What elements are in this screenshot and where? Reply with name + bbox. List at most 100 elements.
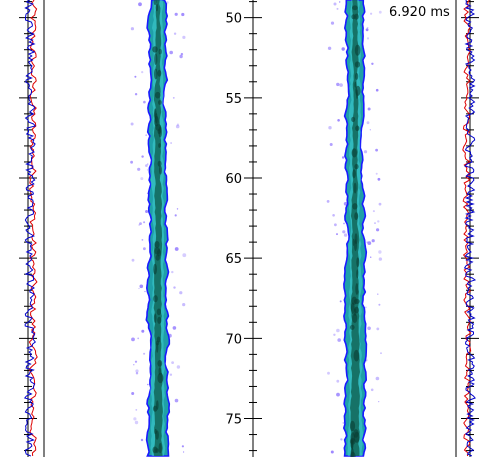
droplet-speckle (367, 326, 371, 331)
jet-core-blotch (355, 283, 359, 295)
droplet-speckle (173, 286, 176, 289)
droplet-speckle (336, 328, 340, 333)
droplet-speckle (327, 46, 332, 50)
droplet-speckle (169, 50, 173, 55)
jet-core-blotch (352, 203, 358, 210)
droplet-speckle (179, 54, 183, 59)
droplet-speckle (378, 10, 382, 14)
jet-core-blotch (158, 442, 162, 454)
center-y-axis: 50 55 60 65 70 75 (225, 0, 262, 457)
left-jet-image (130, 0, 187, 457)
jet-core-blotch (354, 212, 359, 221)
droplet-speckle (378, 202, 382, 206)
droplet-speckle (334, 223, 337, 227)
droplet-speckle (371, 239, 375, 243)
droplet-speckle (174, 12, 178, 16)
jet-core-blotch (354, 61, 361, 68)
jet-core-blotch (354, 233, 358, 245)
jet-core-blotch (354, 44, 361, 56)
jet-core-blotch (154, 108, 157, 120)
blue-trace-line (463, 0, 477, 457)
time-label: 6.920 ms (389, 5, 450, 20)
droplet-speckle (375, 172, 378, 175)
droplet-speckle (376, 327, 380, 331)
droplet-speckle (375, 148, 378, 152)
jet-core-blotch (157, 372, 164, 384)
jet-core-blotch (154, 241, 160, 248)
droplet-speckle (343, 222, 345, 225)
droplet-speckle (137, 167, 141, 171)
droplet-speckle (337, 119, 340, 122)
droplet-speckle (367, 107, 371, 111)
jet-core-blotch (154, 53, 158, 66)
droplet-speckle (138, 287, 140, 290)
droplet-speckle (141, 71, 144, 74)
droplet-speckle (144, 290, 146, 293)
droplet-speckle (131, 258, 135, 262)
jet-core-blotch (353, 349, 360, 362)
droplet-speckle (131, 392, 135, 395)
y-tick-label: 50 (225, 12, 242, 27)
droplet-speckle (339, 83, 343, 87)
y-tick-label: 60 (225, 172, 242, 187)
droplet-speckle (336, 82, 340, 87)
droplet-speckle (133, 364, 135, 366)
droplet-speckle (143, 100, 146, 104)
droplet-speckle (138, 2, 142, 7)
droplet-speckle (343, 202, 348, 206)
jet-core-blotch (354, 13, 359, 20)
droplet-speckle (134, 93, 138, 96)
jet-core-blotch (154, 247, 161, 255)
droplet-speckle (130, 160, 134, 164)
jet-core (350, 0, 360, 456)
droplet-speckle (369, 129, 371, 131)
droplet-speckle (380, 352, 382, 355)
droplet-speckle (370, 256, 372, 258)
droplet-speckle (141, 239, 144, 241)
droplet-speckle (182, 303, 186, 307)
jet-core-blotch (153, 405, 158, 412)
droplet-speckle (377, 293, 379, 295)
droplet-speckle (171, 270, 174, 274)
jet-core-blotch (354, 81, 357, 88)
jet-core-blotch (355, 125, 360, 132)
droplet-speckle (175, 124, 180, 129)
droplet-speckle (143, 352, 146, 355)
droplet-speckle (378, 303, 381, 306)
jet-core-blotch (152, 46, 158, 53)
droplet-speckle (332, 214, 335, 217)
jet-core-blotch (153, 0, 157, 6)
jet-core-blotch (158, 100, 162, 105)
droplet-speckle (339, 300, 342, 303)
jet-core-blotch (157, 360, 163, 367)
droplet-speckle (337, 338, 342, 342)
droplet-speckle (145, 210, 149, 213)
droplet-speckle (141, 155, 144, 158)
droplet-speckle (176, 208, 179, 210)
droplet-speckle (366, 121, 370, 125)
droplet-speckle (174, 247, 179, 251)
jet-core-blotch (350, 432, 355, 444)
right-profile-panel (455, 0, 479, 457)
droplet-speckle (134, 420, 139, 425)
droplet-speckle (135, 372, 139, 375)
droplet-speckle (169, 373, 173, 376)
jet-core-blotch (159, 165, 162, 175)
left-profile-panel (19, 0, 45, 457)
droplet-speckle (145, 134, 148, 137)
jet-core-blotch (154, 91, 161, 99)
droplet-speckle (363, 150, 368, 154)
jet-core-blotch (351, 116, 356, 123)
jet-core-blotch (157, 69, 162, 77)
droplet-speckle (371, 62, 374, 65)
droplet-speckle (374, 222, 376, 224)
droplet-speckle (375, 88, 379, 92)
droplet-speckle (179, 291, 183, 295)
droplet-speckle (342, 230, 346, 234)
jet-core-blotch (353, 298, 360, 304)
droplet-speckle (131, 337, 135, 342)
droplet-speckle (147, 383, 149, 386)
red-trace-line (462, 0, 472, 457)
droplet-speckle (326, 200, 330, 203)
